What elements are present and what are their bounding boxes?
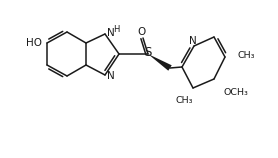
Text: CH₃: CH₃ [237,51,254,60]
Text: N: N [107,71,115,81]
Text: HO: HO [26,38,42,48]
Text: CH₃: CH₃ [175,96,193,105]
Text: S: S [144,46,152,60]
Text: O: O [138,27,146,37]
Text: N: N [189,36,197,46]
Polygon shape [148,54,172,71]
Text: OCH₃: OCH₃ [224,88,249,97]
Text: N: N [107,28,115,38]
Text: H: H [113,24,119,33]
